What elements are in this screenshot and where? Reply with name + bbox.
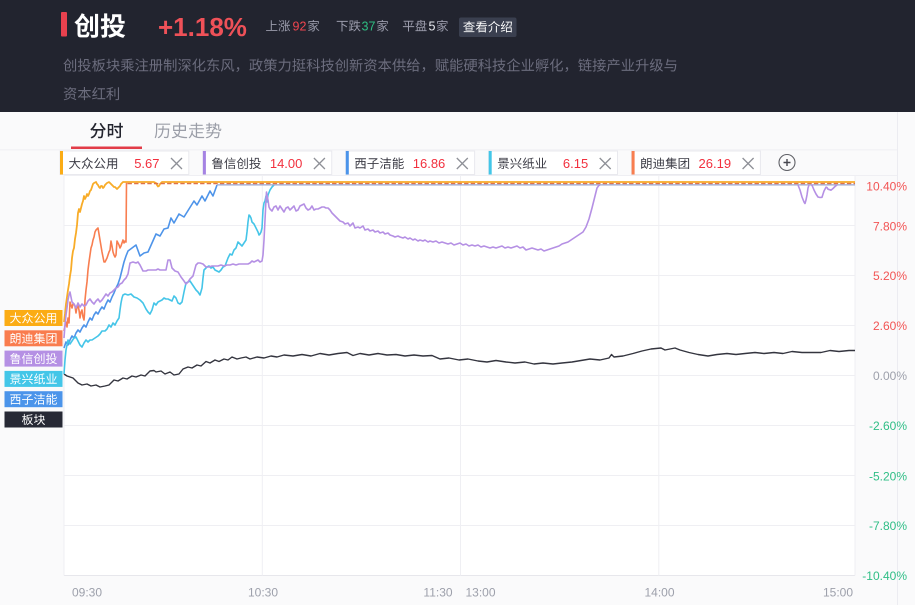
svg-text:16.86: 16.86 bbox=[413, 156, 446, 171]
svg-text:15:00: 15:00 bbox=[823, 586, 853, 600]
svg-text:5.67: 5.67 bbox=[134, 156, 159, 171]
svg-text:09:30: 09:30 bbox=[72, 586, 102, 600]
svg-text:-7.80%: -7.80% bbox=[869, 519, 907, 533]
svg-text:37: 37 bbox=[362, 20, 376, 34]
svg-text:10:30: 10:30 bbox=[248, 586, 278, 600]
svg-text:14:00: 14:00 bbox=[644, 586, 674, 600]
svg-text:7.80%: 7.80% bbox=[873, 220, 907, 234]
svg-text:+1.18%: +1.18% bbox=[158, 12, 247, 42]
svg-text:-5.20%: -5.20% bbox=[869, 469, 907, 483]
svg-text:0.00%: 0.00% bbox=[873, 369, 907, 383]
svg-text:-2.60%: -2.60% bbox=[869, 419, 907, 433]
svg-text:14.00: 14.00 bbox=[270, 156, 303, 171]
svg-text:-10.40%: -10.40% bbox=[862, 569, 907, 583]
svg-text:5: 5 bbox=[429, 20, 436, 34]
svg-text:2.60%: 2.60% bbox=[873, 319, 907, 333]
svg-text:26.19: 26.19 bbox=[699, 156, 732, 171]
svg-text:10.40%: 10.40% bbox=[866, 180, 907, 194]
svg-text:6.15: 6.15 bbox=[563, 156, 588, 171]
svg-text:11:30: 11:30 bbox=[423, 586, 452, 600]
svg-text:92: 92 bbox=[293, 20, 307, 34]
svg-text:13:00: 13:00 bbox=[465, 586, 495, 600]
svg-text:5.20%: 5.20% bbox=[873, 269, 907, 283]
